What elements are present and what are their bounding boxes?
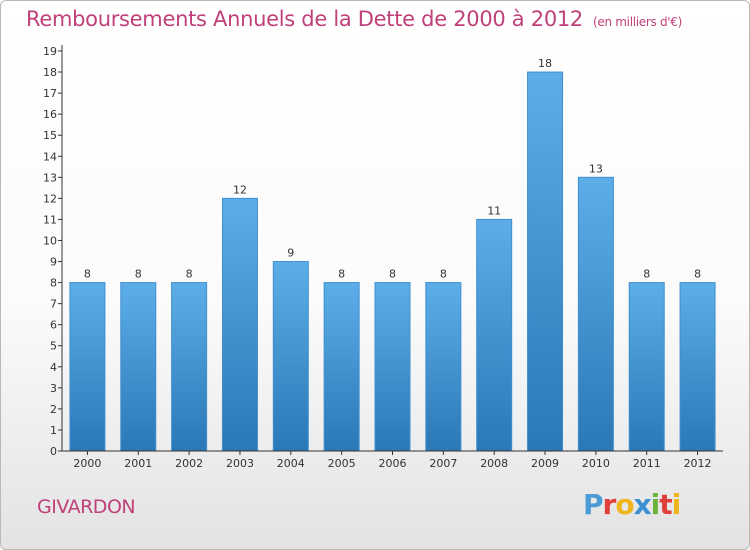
bar bbox=[171, 282, 208, 452]
logo-letter: P bbox=[583, 488, 604, 521]
bar bbox=[577, 176, 614, 452]
y-tick-label: 0 bbox=[50, 445, 57, 458]
x-tick-label: 2001 bbox=[124, 457, 152, 470]
y-tick-label: 1 bbox=[50, 424, 57, 437]
logo-letter: i bbox=[671, 488, 682, 521]
y-tick-label: 13 bbox=[43, 171, 57, 184]
x-tick-label: 2012 bbox=[684, 457, 712, 470]
x-tick-label: 2002 bbox=[175, 457, 203, 470]
bar-value-label: 8 bbox=[135, 268, 142, 281]
y-tick-label: 6 bbox=[50, 319, 57, 332]
bar bbox=[120, 282, 157, 452]
proxiti-logo: Proxiti bbox=[583, 488, 682, 521]
bar-value-label: 12 bbox=[233, 183, 247, 196]
x-tick-label: 2000 bbox=[73, 457, 101, 470]
x-tick-label: 2007 bbox=[429, 457, 457, 470]
bar bbox=[272, 261, 309, 452]
commune-name: GIVARDON bbox=[37, 496, 136, 518]
y-tick-label: 12 bbox=[43, 192, 57, 205]
x-tick-label: 2008 bbox=[480, 457, 508, 470]
logo-letter: r bbox=[602, 488, 617, 521]
y-tick-label: 4 bbox=[50, 361, 57, 374]
bar-value-label: 8 bbox=[186, 268, 193, 281]
bar bbox=[221, 197, 258, 452]
y-tick-label: 3 bbox=[50, 382, 57, 395]
y-tick-label: 16 bbox=[43, 108, 57, 121]
bar-value-label: 18 bbox=[538, 57, 552, 70]
bar-value-label: 8 bbox=[440, 268, 447, 281]
y-tick-label: 7 bbox=[50, 298, 57, 311]
bar bbox=[425, 282, 462, 452]
x-tick-label: 2009 bbox=[531, 457, 559, 470]
x-tick-label: 2004 bbox=[277, 457, 305, 470]
y-tick-label: 10 bbox=[43, 234, 57, 247]
bar-value-label: 8 bbox=[643, 268, 650, 281]
chart-title-text: Remboursements Annuels de la Dette de 20… bbox=[26, 7, 583, 31]
y-tick-label: 5 bbox=[50, 340, 57, 353]
bar-value-label: 11 bbox=[487, 204, 501, 217]
bar-value-label: 8 bbox=[694, 268, 701, 281]
x-tick-label: 2006 bbox=[379, 457, 407, 470]
y-tick-label: 8 bbox=[50, 277, 57, 290]
chart-title: Remboursements Annuels de la Dette de 20… bbox=[26, 7, 682, 31]
bar bbox=[628, 282, 665, 452]
y-tick-label: 17 bbox=[43, 87, 57, 100]
bar-value-label: 13 bbox=[589, 162, 603, 175]
logo-letter: o bbox=[615, 488, 634, 521]
logo-letter: x bbox=[633, 488, 652, 521]
bar-value-label: 9 bbox=[287, 247, 294, 260]
chart-unit: (en milliers d'€) bbox=[593, 15, 683, 29]
bar bbox=[679, 282, 716, 452]
y-tick-label: 14 bbox=[43, 150, 57, 163]
bars: 8 8 8 12 9 8 8 8 11 18 13 8 8 bbox=[69, 57, 716, 452]
bar-value-label: 8 bbox=[84, 268, 91, 281]
x-tick-label: 2003 bbox=[226, 457, 254, 470]
x-tick-label: 2010 bbox=[582, 457, 610, 470]
bar bbox=[476, 218, 513, 452]
y-tick-label: 11 bbox=[43, 213, 57, 226]
logo-letter: i bbox=[650, 488, 661, 521]
y-tick-label: 9 bbox=[50, 256, 57, 269]
y-tick-label: 2 bbox=[50, 403, 57, 416]
bar-value-label: 8 bbox=[338, 268, 345, 281]
x-axis: 2000 2001 2002 2003 2004 2005 2006 2007 2008 2009… bbox=[62, 450, 723, 470]
y-tick-label: 18 bbox=[43, 66, 57, 79]
logo-letter: t bbox=[659, 488, 672, 521]
bar bbox=[323, 282, 360, 452]
bar bbox=[374, 282, 411, 452]
x-tick-label: 2011 bbox=[633, 457, 661, 470]
y-tick-label: 15 bbox=[43, 129, 57, 142]
x-tick-label: 2005 bbox=[328, 457, 356, 470]
bar bbox=[527, 71, 564, 452]
bar-value-label: 8 bbox=[389, 268, 396, 281]
bar bbox=[69, 282, 106, 452]
y-tick-label: 19 bbox=[43, 45, 57, 58]
